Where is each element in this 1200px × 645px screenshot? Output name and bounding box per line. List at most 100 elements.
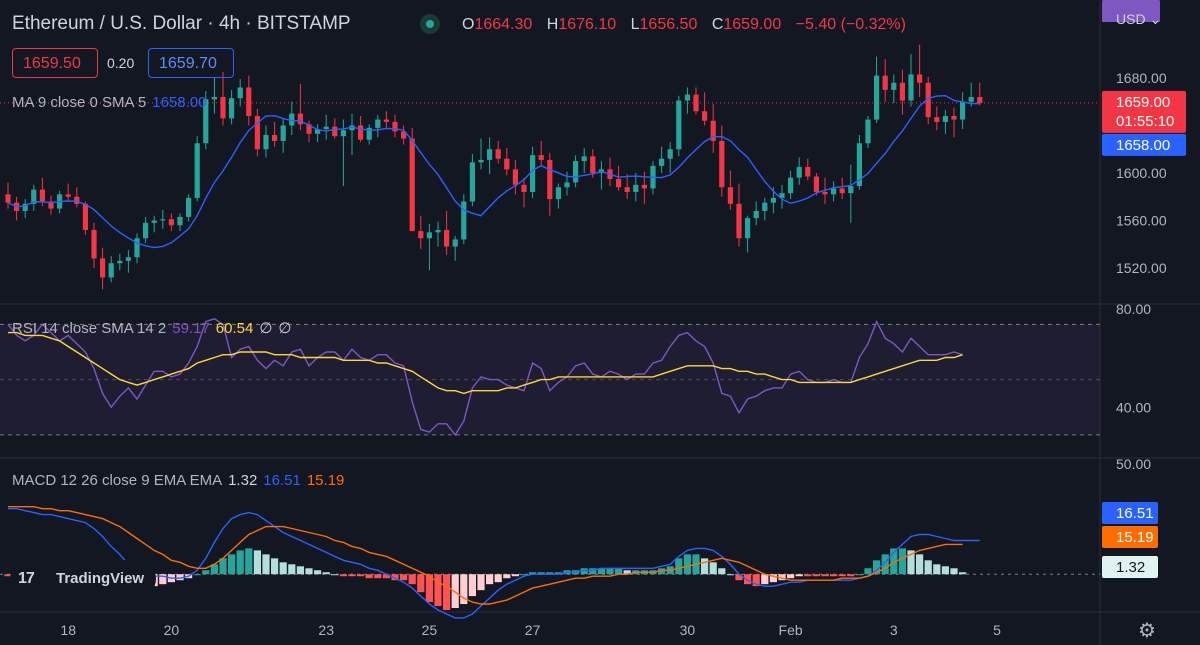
candle-body xyxy=(229,98,235,119)
macd-histogram-bar xyxy=(529,572,537,575)
rsi-pane[interactable] xyxy=(0,318,1100,437)
candle-body xyxy=(383,119,389,122)
macd-histogram-bar xyxy=(735,574,743,581)
candle xyxy=(177,213,183,232)
candle-body xyxy=(676,100,682,150)
macd-histogram-bar xyxy=(907,550,915,575)
candle-body xyxy=(22,203,28,211)
candle-body xyxy=(951,115,957,120)
candle-body xyxy=(779,193,785,198)
candle xyxy=(452,235,458,261)
candle xyxy=(788,170,794,200)
signal-tag xyxy=(1102,526,1158,548)
candle xyxy=(444,210,450,255)
price-tick-label: 1600.00 xyxy=(1116,165,1167,181)
candle-body xyxy=(74,196,80,204)
candle xyxy=(538,140,544,166)
candle xyxy=(168,213,174,232)
candle-body xyxy=(186,197,192,217)
candle xyxy=(375,114,381,138)
candle xyxy=(229,89,235,125)
candle xyxy=(925,76,931,125)
rsi-tag xyxy=(1102,0,1160,22)
candle xyxy=(366,124,372,145)
candle xyxy=(504,148,510,176)
histogram-tag-value: 1.32 xyxy=(1116,559,1145,576)
price-pane[interactable] xyxy=(0,44,1100,290)
candle-body xyxy=(358,125,364,140)
candle xyxy=(865,115,871,149)
macd-histogram-bar xyxy=(279,562,287,575)
price-tick-label: 1560.00 xyxy=(1116,212,1167,228)
macd-pane[interactable] xyxy=(0,506,1100,619)
macd-histogram-bar xyxy=(382,574,390,579)
symbol-title[interactable]: Ethereum / U.S. Dollar · 4h · BITSTAMP xyxy=(12,13,351,34)
macd-histogram-bar xyxy=(425,574,433,603)
candle xyxy=(573,155,579,188)
market-status-icon[interactable] xyxy=(420,14,440,34)
candle-body xyxy=(392,121,398,132)
candle xyxy=(211,77,217,114)
rsi-legend-value: 59.17 xyxy=(172,320,210,337)
candle-body xyxy=(882,75,888,90)
candle-body xyxy=(512,169,518,185)
macd-legend-label: MACD 12 26 close 9 EMA EMA xyxy=(12,472,223,489)
candle xyxy=(908,54,914,107)
candle-body xyxy=(143,222,149,239)
candle xyxy=(616,165,622,191)
currency-label: USD xyxy=(1116,11,1146,27)
macd-histogram-bar xyxy=(296,566,304,575)
gear-icon[interactable]: ⚙ xyxy=(1138,620,1156,642)
candle-body xyxy=(968,96,974,102)
candle xyxy=(512,159,518,195)
candle xyxy=(633,172,639,202)
macd-histogram-bar xyxy=(210,564,218,575)
rsi-line xyxy=(7,318,963,437)
currency-selector[interactable]: USD ⌄ xyxy=(1116,11,1161,28)
histogram-tag xyxy=(1102,556,1158,578)
sell-button[interactable]: 1659.50 xyxy=(12,48,98,78)
rsi-sma-line xyxy=(8,331,963,395)
buy-button[interactable]: 1659.70 xyxy=(148,48,234,78)
candle xyxy=(667,142,673,173)
macd-histogram-bar xyxy=(847,574,855,577)
open-value: 1664.30 xyxy=(474,16,533,33)
candle-body xyxy=(555,187,561,200)
candle-body xyxy=(736,203,742,239)
time-tick-label: 30 xyxy=(680,622,696,638)
macd-histogram-bar xyxy=(236,550,244,575)
candle xyxy=(254,108,260,157)
candle xyxy=(805,158,811,181)
candle xyxy=(91,222,97,268)
candle xyxy=(624,174,630,200)
candle-body xyxy=(289,113,295,126)
macd-histogram-bar xyxy=(615,568,623,575)
candle xyxy=(977,82,983,106)
tradingview-name: TradingView xyxy=(56,570,145,587)
macd-histogram-bar xyxy=(941,566,949,575)
macd-legend[interactable]: MACD 12 26 close 9 EMA EMA 1.32 16.51 15.19 xyxy=(12,472,344,489)
candle xyxy=(547,152,553,216)
candle-body xyxy=(495,149,501,159)
rsi-legend[interactable]: RSI 14 close SMA 14 2 59.17 60.54 ∅ ∅ xyxy=(12,319,292,337)
macd-histogram-bar xyxy=(537,572,545,575)
macd-histogram-bar xyxy=(898,548,906,575)
candle-body xyxy=(254,115,260,150)
macd-histogram-bar xyxy=(434,574,442,607)
low-key: L xyxy=(630,16,640,33)
candle-body xyxy=(177,216,183,226)
macd-histogram-bar xyxy=(305,568,313,575)
candle-body xyxy=(160,219,166,221)
candle xyxy=(392,114,398,138)
candle-body xyxy=(762,202,768,211)
candle-body xyxy=(822,191,828,195)
candle xyxy=(710,104,716,153)
candle xyxy=(315,124,321,143)
last-price-value: 1659.00 xyxy=(1116,94,1170,111)
candle-body xyxy=(573,161,579,183)
ma-legend[interactable]: MA 9 close 0 SMA 5 1658.00 xyxy=(12,94,206,111)
tradingview-watermark[interactable]: 17 TradingView xyxy=(10,560,156,598)
candle-body xyxy=(108,263,114,278)
